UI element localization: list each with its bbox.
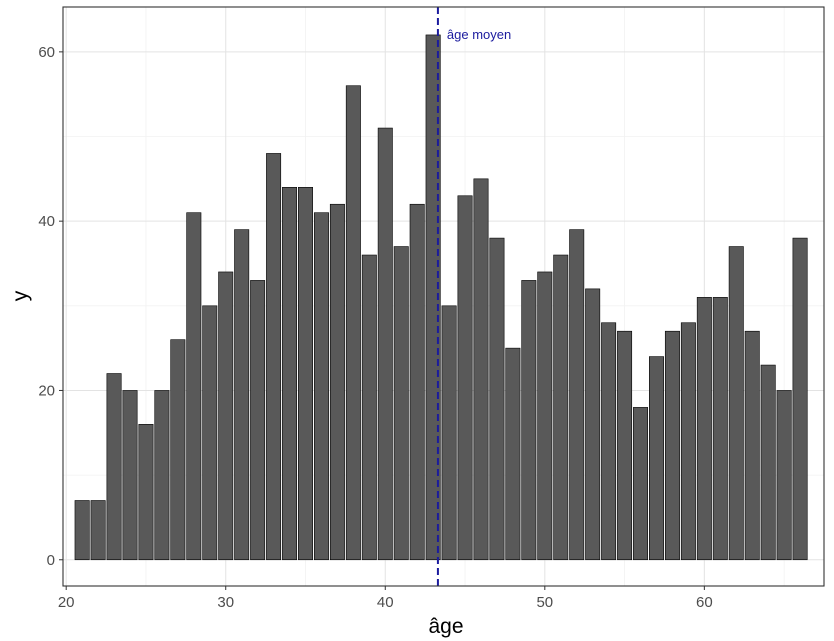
y-tick-label: 40 xyxy=(38,213,55,230)
bar-age-33 xyxy=(266,153,282,561)
bar-age-26 xyxy=(154,390,170,561)
bar-age-42 xyxy=(409,203,425,561)
bar-age-48 xyxy=(505,347,521,561)
bar-age-31 xyxy=(234,229,250,561)
bar-age-61 xyxy=(712,297,728,561)
bar-age-47 xyxy=(489,237,505,561)
bar-age-54 xyxy=(601,322,617,561)
bar-age-65 xyxy=(776,390,792,561)
x-axis: 20 30 40 50 60 xyxy=(58,586,713,611)
y-tick-label: 0 xyxy=(47,552,55,569)
bar-age-41 xyxy=(393,246,409,561)
bar-age-32 xyxy=(250,280,266,561)
reference-line-group: âge moyen xyxy=(436,7,511,586)
bar-age-57 xyxy=(649,356,664,561)
bar-age-24 xyxy=(122,390,138,561)
x-tick-label: 20 xyxy=(58,594,75,611)
bars xyxy=(74,34,808,561)
bar-age-59 xyxy=(680,322,696,561)
y-axis: 0 20 40 60 xyxy=(38,44,63,569)
x-tick-label: 30 xyxy=(217,594,234,611)
mean-age-label: âge moyen xyxy=(447,27,511,42)
bar-age-62 xyxy=(728,246,744,561)
bar-age-27 xyxy=(170,339,186,561)
bar-age-53 xyxy=(585,288,601,561)
bar-age-36 xyxy=(313,212,329,561)
bar-age-49 xyxy=(521,280,537,561)
x-axis-title: âge xyxy=(428,615,463,638)
y-tick-label: 20 xyxy=(38,382,55,399)
bar-age-35 xyxy=(298,187,313,561)
bar-age-38 xyxy=(345,85,361,561)
bar-age-58 xyxy=(664,330,680,561)
bar-age-64 xyxy=(760,364,776,561)
bar-age-30 xyxy=(218,271,234,561)
x-tick-label: 40 xyxy=(377,594,394,611)
bar-age-23 xyxy=(106,373,122,561)
bar-age-22 xyxy=(90,500,106,561)
bar-age-60 xyxy=(696,297,712,561)
bar-age-28 xyxy=(186,212,202,561)
plot-border xyxy=(62,6,825,587)
bar-age-46 xyxy=(473,178,489,561)
bar-age-44 xyxy=(441,305,457,561)
bar-age-25 xyxy=(138,424,154,561)
bar-age-43 xyxy=(425,34,441,561)
bar-age-63 xyxy=(744,330,760,561)
bar-age-21 xyxy=(74,500,90,561)
bar-age-50 xyxy=(537,271,553,561)
bar-age-55 xyxy=(617,330,633,561)
x-tick-label: 50 xyxy=(536,594,553,611)
bar-age-40 xyxy=(377,127,393,561)
bar-age-52 xyxy=(569,229,585,561)
bar-age-29 xyxy=(202,305,218,561)
bar-age-56 xyxy=(633,407,649,561)
x-tick-label: 60 xyxy=(696,594,713,611)
bar-age-66 xyxy=(792,237,808,561)
y-axis-title: y xyxy=(9,290,32,301)
bar-age-37 xyxy=(329,203,345,561)
bar-age-45 xyxy=(457,195,473,561)
bar-age-39 xyxy=(361,254,377,561)
y-tick-label: 60 xyxy=(38,44,55,61)
bar-age-51 xyxy=(553,254,569,561)
bar-age-34 xyxy=(282,187,298,561)
